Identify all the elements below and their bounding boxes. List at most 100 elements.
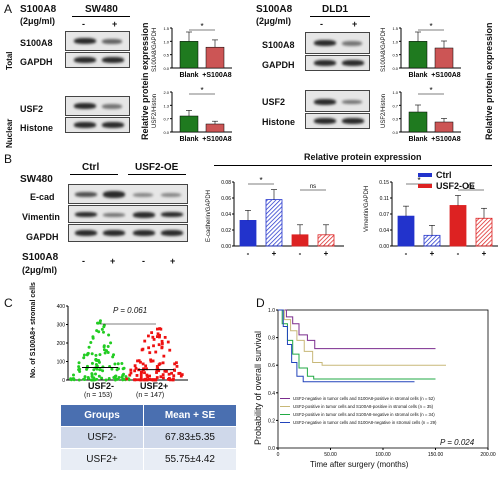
plus: + [110, 256, 116, 266]
panel-d-letter: D [256, 296, 265, 310]
survival-curve [278, 309, 446, 366]
treat-dose-dld1: (2μg/ml) [256, 16, 292, 26]
data-point [163, 369, 167, 373]
cell-dld1: DLD1 [322, 4, 349, 15]
x-tick-label: + [272, 249, 277, 258]
data-point [133, 369, 137, 373]
tick-label: 50.00 [324, 452, 337, 458]
data-point [172, 377, 175, 381]
x-label: Blank [408, 136, 427, 143]
data-point [125, 377, 129, 381]
x-tick-label: + [430, 249, 435, 258]
data-point [93, 372, 97, 376]
data-point [98, 368, 102, 372]
data-point [94, 353, 98, 357]
table-cell: 67.83±5.35 [143, 426, 237, 449]
data-point [104, 378, 108, 382]
c-pval: P = 0.061 [113, 306, 148, 315]
legend-text: USF2-positive in tumor cells and S100A8-… [293, 411, 435, 417]
data-point [162, 376, 165, 380]
data-point [116, 367, 120, 371]
data-point [87, 345, 91, 349]
data-point [149, 378, 153, 382]
c-ylabel: No. of S100A8+ stromal cells [30, 282, 37, 378]
tick-label: 0.11 [380, 196, 390, 202]
data-point [71, 373, 75, 377]
data-point [83, 375, 87, 379]
data-point [106, 345, 110, 349]
data-point [145, 367, 148, 371]
data-point [98, 353, 102, 357]
x-label: +S100A8 [431, 72, 460, 79]
tick-label: 0.3 [392, 117, 398, 122]
data-point [152, 344, 155, 348]
data-point [154, 350, 158, 354]
cell-b: SW480 [20, 174, 53, 185]
data-point [165, 369, 168, 373]
data-point [177, 372, 181, 375]
tick-label: 0 [62, 378, 65, 384]
data-point [124, 375, 128, 379]
ylab1-b: E-cadherin/GAPDH [206, 189, 212, 242]
tick-label: 0.08 [221, 180, 231, 186]
tick-label: 400 [57, 304, 66, 310]
legend-ctrl-label: Ctrl [436, 170, 452, 180]
data-point [128, 373, 132, 377]
tick-label: 100.00 [375, 452, 391, 458]
chart-c: 0 100 200 300 400 [57, 304, 188, 384]
blot-s100a8-sw480 [65, 31, 130, 51]
data-point [151, 378, 155, 382]
tick-label: 0.15 [379, 180, 389, 186]
data-point [151, 335, 155, 339]
x-tick-label: + [324, 249, 329, 258]
data-point [133, 378, 137, 382]
tick-label: 0.06 [221, 196, 231, 202]
data-point [145, 373, 149, 377]
tick-label: 0.6 [268, 363, 275, 369]
data-point [144, 378, 148, 381]
s100a8-label: S100A8 [20, 38, 53, 48]
divider [128, 174, 186, 175]
x-label: Blank [179, 136, 198, 143]
blot-histone-dld1 [305, 113, 370, 129]
s100a8-b: S100A8 [22, 252, 59, 263]
data-point [143, 371, 146, 375]
sig-star: * [417, 176, 420, 185]
treat-label: S100A8 [20, 4, 57, 15]
ylab-bot-sw480: USF2/Histon [152, 93, 158, 128]
data-point [163, 335, 167, 339]
tick-label: 0.04 [221, 212, 231, 218]
data-point [161, 373, 165, 377]
gapdh-label-dld1: GAPDH [262, 60, 295, 70]
tick-label: 0.00 [379, 244, 389, 250]
c-g1: USF2- [88, 381, 115, 391]
ylab-top-dld1: S100A8/GAPDH [381, 27, 387, 72]
tick-label: 1.5 [392, 26, 398, 31]
x-label: +S100A8 [202, 72, 231, 79]
rel-expr-label-dld1: Relative protein expression [484, 22, 494, 140]
data-point [82, 353, 86, 357]
tick-label: 0.7 [392, 103, 398, 108]
data-point [103, 351, 107, 355]
minus: - [82, 256, 85, 266]
tick-label: 2.0 [163, 90, 169, 95]
gapdh-b-label: GAPDH [26, 232, 59, 242]
survival-curve [278, 309, 415, 383]
data-point [179, 374, 183, 378]
rel-expr-label-sw480: Relative protein expression [140, 22, 150, 140]
data-point [97, 330, 101, 334]
data-point [120, 361, 124, 365]
data-point [160, 342, 164, 345]
ylab-top-sw480: S100A8/GAPDH [152, 27, 158, 72]
data-point [129, 371, 133, 375]
dose-b: (2μg/ml) [22, 265, 58, 275]
data-point [110, 367, 114, 371]
divider [72, 16, 130, 17]
data-point [167, 372, 171, 376]
sig-star: * [259, 176, 262, 185]
data-point [112, 375, 116, 379]
x-tick-label: + [482, 249, 487, 258]
tick-label: 0.2 [268, 418, 275, 424]
data-point [150, 331, 154, 335]
